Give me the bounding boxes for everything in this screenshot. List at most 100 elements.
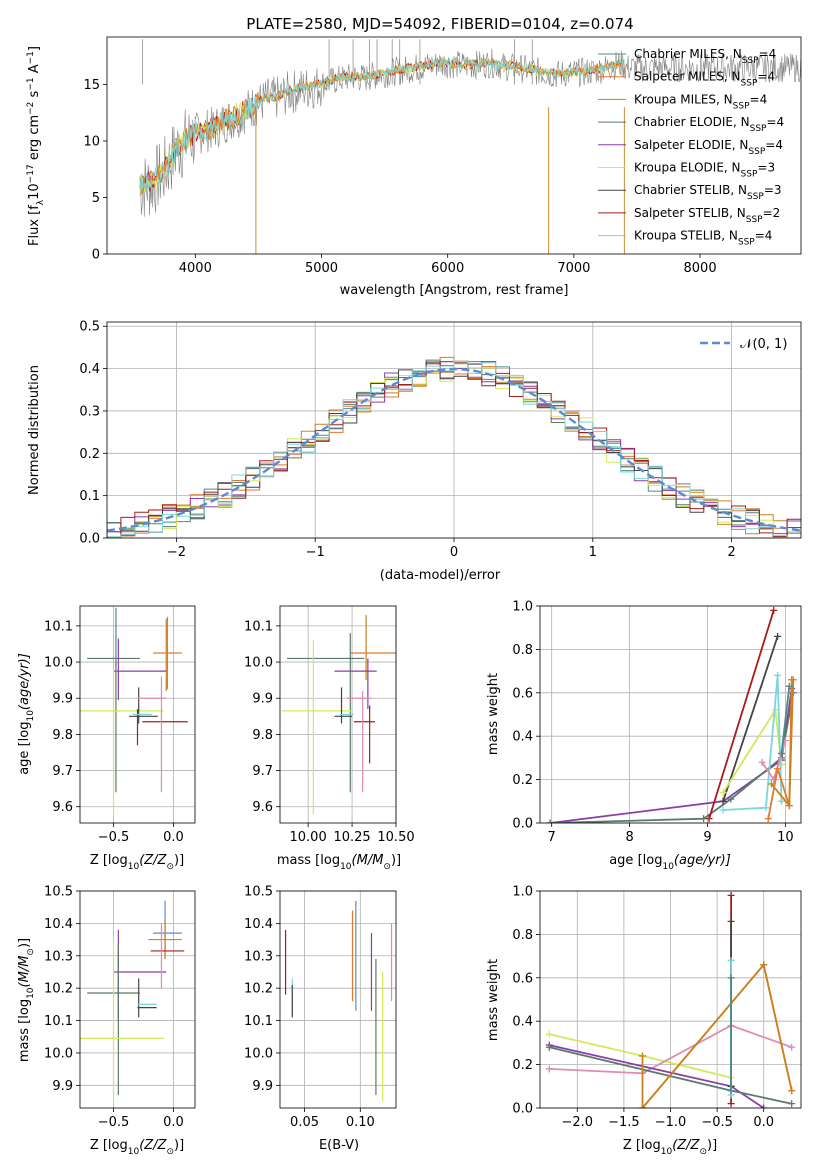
mw_vs_age-point — [764, 815, 772, 823]
spectrum-ylabel-part: s — [27, 90, 42, 101]
mass_vs_Z-plot — [80, 900, 185, 1102]
mw_vs_age-point — [774, 671, 782, 679]
age_vs_mass-xlabel: mass [log10(M/M⊙)] — [277, 853, 401, 872]
legend-entry: Salpeter STELIB, NSSP=2 — [634, 206, 780, 225]
spectrum-xtick-label: 8000 — [684, 261, 717, 276]
legend-entry-part: Kroupa ELODIE, N — [634, 161, 741, 175]
age_vs_Z-ytick-label: 9.6 — [52, 800, 73, 815]
legend-entry-part: =4 — [759, 47, 777, 61]
mw_vs_age-point — [762, 804, 770, 812]
spectrum-ytick-label: 15 — [83, 78, 100, 93]
mw_vs_age-point — [785, 682, 793, 690]
spectrum-ylabel-part: erg cm — [27, 115, 42, 164]
legend-entry-part: Chabrier MILES, N — [634, 47, 742, 61]
spectrum-ylabel-part: 10 — [27, 183, 42, 200]
mw_vs_age-series-line — [549, 688, 793, 823]
legend-entry-part: Kroupa MILES, N — [634, 92, 733, 106]
legend-entry-part: =4 — [750, 92, 768, 106]
age_vs_Z-ytick-label: 9.8 — [52, 728, 73, 743]
mw_vs_age-ytick-label: 1.0 — [512, 600, 533, 615]
legend-entry-part: Salpeter MILES, N — [634, 70, 741, 84]
age_vs_mass-xlabel-part: )] — [391, 853, 401, 868]
mass_vs_ebv-ytick-label: 10.1 — [244, 1014, 273, 1029]
mw_vs_Z-xtick-label: −1.0 — [655, 1115, 687, 1130]
mw_vs_Z-xlabel-part: )] — [707, 1138, 717, 1153]
spectrum-ylabel: Flux [fλ10−17 erg cm−2 s−1 A−1] — [26, 46, 46, 246]
mass_vs_ebv-grid — [280, 890, 396, 1108]
age_vs_Z-frame — [79, 605, 196, 824]
spectrum-plot — [139, 39, 801, 254]
mw_vs_Z-point — [727, 1100, 735, 1108]
age-ylabel: age [log10(age/yr)] — [17, 653, 36, 775]
mw-age-xlabel-part: 10 — [662, 862, 674, 872]
mw-z-ylabel: mass weight — [486, 959, 501, 1041]
mw_vs_Z-point — [727, 891, 735, 899]
mw_vs_Z-point — [639, 1104, 647, 1108]
mass_vs_Z-xlabel-part: 10 — [128, 1147, 140, 1157]
mw_vs_Z-ytick-label: 0.0 — [512, 1102, 533, 1117]
mass_vs_Z-xtick-label: 0.0 — [163, 1115, 184, 1130]
age_vs_Z-ytick-label: 9.9 — [52, 692, 73, 707]
mass_vs_Z-ytick-label: 10.0 — [44, 1046, 73, 1061]
age_vs_mass-grid — [280, 606, 397, 823]
residuals-xtick-label: −2 — [167, 545, 186, 560]
mw_vs_age-point — [774, 765, 782, 773]
mw_vs_age-ytick-label: 0.0 — [512, 817, 533, 832]
mw_vs_age-point — [778, 750, 786, 758]
mw_vs_age-point — [785, 802, 793, 810]
legend-entry-part: =4 — [757, 70, 775, 84]
mw_vs_age-point — [758, 758, 766, 766]
residuals-xlabel: (data-model)/error — [380, 568, 501, 583]
mw_vs_Z-point — [639, 1052, 647, 1060]
spectrum-ytick-label: 10 — [83, 134, 100, 149]
mw_vs_Z-xlabel-part: Z [log — [623, 1138, 661, 1153]
mw_vs_age-point — [719, 789, 727, 797]
mw_vs_age-xtick-label: 10 — [777, 830, 794, 845]
mass_vs_Z-xlabel-part: )] — [174, 1138, 184, 1153]
legend-entry-part: SSP — [746, 215, 763, 225]
legend-entry-part: =4 — [765, 138, 783, 152]
age_vs_mass-xlabel-part: mass [log — [277, 853, 340, 868]
residuals-ytick-label: 0.2 — [79, 447, 100, 462]
spectrum-ylabel-part: Flux [f — [27, 205, 42, 246]
mass-ylabel-part: mass [log — [17, 999, 32, 1062]
age_vs_mass-xlabel-part: (M/M — [352, 853, 384, 868]
age-ylabel-part: age [log — [17, 722, 32, 775]
legend-entry-part: Chabrier STELIB, N — [634, 183, 747, 197]
mass-ylabel: mass [log10(M/M⊙)] — [17, 938, 36, 1062]
mw_vs_Z-xlabel-part: ⊙ — [699, 1147, 707, 1157]
spectrum-xlabel: wavelength [Angstrom, rest frame] — [340, 283, 569, 298]
legend-entry-part: =4 — [766, 115, 784, 129]
age_vs_mass-plot — [281, 615, 396, 814]
spectrum-ylabel-part: −2 — [26, 102, 36, 115]
legend-entry: Chabrier STELIB, NSSP=3 — [634, 183, 782, 202]
age_vs_Z-xlabel-part: )] — [174, 853, 184, 868]
mw_vs_age-ytick-label: 0.2 — [512, 773, 533, 788]
mass_vs_ebv-ytick-label: 10.4 — [244, 917, 273, 932]
mass-ylabel-part: ⊙ — [26, 948, 36, 956]
age_vs_Z-xlabel: Z [log10(Z/Z⊙)] — [90, 853, 184, 872]
mass_vs_ebv-plot — [284, 900, 393, 1102]
mass-ylabel-part: 10 — [26, 987, 36, 999]
age_vs_Z-ytick-label: 9.7 — [52, 764, 73, 779]
age_vs_mass-xtick-label: 10.50 — [377, 830, 414, 845]
age-ylabel-part: 10 — [26, 710, 36, 722]
legend-entry-part: SSP — [750, 124, 767, 134]
mw_vs_Z-axes: −2.0 −1.5 −1.0 −0.5 0.0 0.0 0.2 0.4 0.6 0.8 1.0 Z [… — [486, 885, 802, 1157]
legend-entry-part: SSP — [733, 101, 750, 111]
spectrum-ytick-label: 5 — [92, 191, 100, 206]
mass_vs_Z-ytick-label: 10.3 — [44, 949, 73, 964]
age_vs_mass-xlabel-part: 10 — [340, 862, 352, 872]
mw-age-xlabel: age [log10(age/yr)] — [609, 853, 731, 872]
legend-entry-part: SSP — [741, 79, 758, 89]
legend-entry: Chabrier ELODIE, NSSP=4 — [634, 115, 784, 134]
mass_vs_Z-xlabel-part: ⊙ — [166, 1147, 174, 1157]
age_vs_Z-ytick-label: 10.0 — [44, 656, 73, 671]
age_vs_Z-xtick-label: −0.5 — [98, 830, 130, 845]
mw_vs_age-xtick-label: 7 — [548, 830, 556, 845]
mw_vs_age-point — [727, 795, 735, 803]
residuals-axes: −2 −1 0 1 2 0.0 0.1 0.2 0.3 0.4 0.5 𝒩(0, 1) (data-mo… — [27, 320, 802, 583]
mass_vs_Z-grid — [80, 890, 195, 1108]
mw_vs_age-plot — [546, 606, 797, 823]
